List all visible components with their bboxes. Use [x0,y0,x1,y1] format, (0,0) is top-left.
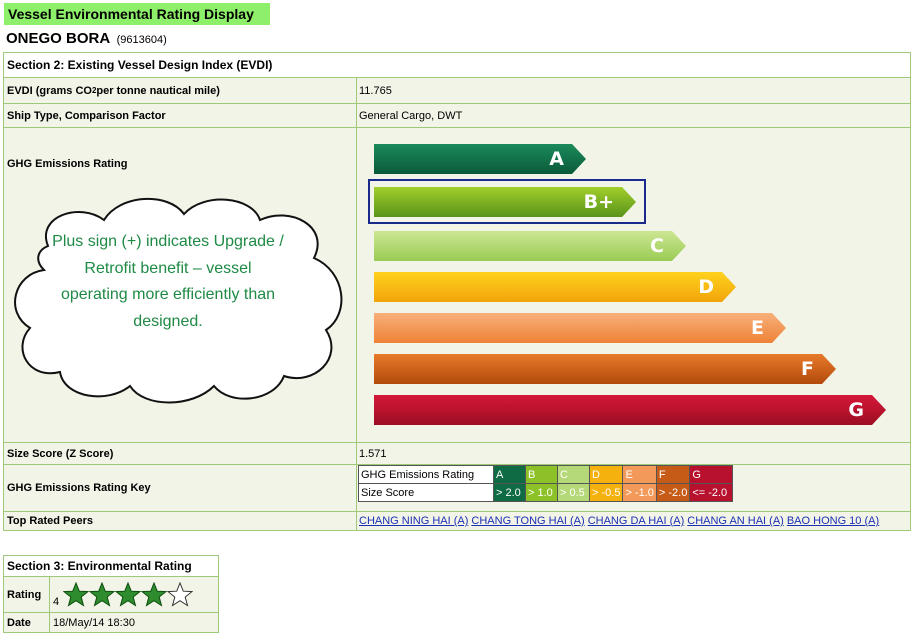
rating-label: Rating [7,588,42,601]
rating-bar-g-label: G [848,399,864,421]
key-score-e: > -1.0 [622,483,657,502]
key-label: GHG Emissions Rating Key [7,482,151,494]
rating-value: 4 [53,596,60,608]
key-row2-label: Size Score [358,483,494,502]
star-icon [63,581,90,607]
rating-bar-f-label: F [801,358,814,380]
rating-bar-d: D [374,272,736,302]
key-score-row: Size Score > 2.0 > 1.0 > 0.5 > -0.5 > -1… [358,483,734,502]
peers-label: Top Rated Peers [7,515,93,527]
section2-header-row: Section 2: Existing Vessel Design Index … [4,53,910,77]
vessel-imo: (9613604) [116,34,167,46]
evdi-label: EVDI (grams CO 2 per tonne nautical mile) [4,78,356,103]
selected-rating-highlight [368,179,646,224]
rating-bar-g: G [374,395,886,425]
page-title: Vessel Environmental Rating Display [4,3,270,25]
vessel-name: ONEGO BORA [6,30,111,47]
peer-link-4[interactable]: CHANG AN HAI (A) [687,515,784,527]
rating-bar-c-label: C [650,235,664,257]
evdi-label-text-2: per tonne nautical mile) [96,84,220,97]
key-cell [356,465,910,511]
key-grade-b: B [525,465,558,484]
vessel-heading: ONEGO BORA (9613604) [6,29,167,49]
key-score-b: > 1.0 [525,483,558,502]
key-score-g: <= -2.0 [689,483,734,502]
cloud-callout-shape [14,197,343,404]
key-row1-label: GHG Emissions Rating [358,465,494,484]
callout-text: Plus sign (+) indicates Upgrade / Retrof… [52,233,284,330]
peer-link-5[interactable]: BAO HONG 10 (A) [786,515,880,527]
star-icon [88,581,116,607]
ship-type-label: Ship Type, Comparison Factor [7,109,166,122]
section3-header-row: Section 3: Environmental Rating [4,556,218,576]
ship-type-value: General Cargo, DWT [356,104,910,127]
key-grade-row: GHG Emissions Rating A B C D E F G [358,465,734,484]
ship-type-row: Ship Type, Comparison Factor General Car… [4,103,910,127]
evdi-label-text: EVDI (grams CO [7,84,92,97]
key-grade-f: F [655,465,691,484]
evdi-row: EVDI (grams CO 2 per tonne nautical mile)… [4,77,910,103]
rating-row: Rating 4 [4,576,218,612]
ghg-label: GHG Emissions Rating [7,158,128,170]
evdi-label-sub: 2 [91,86,97,95]
rating-bar-a: A [374,144,586,174]
key-grade-d: D [588,465,624,484]
date-value: 18/May/14 18:30 [49,613,218,632]
key-grade-c: C [557,465,590,484]
section3-title: Section 3: Environmental Rating [7,559,192,573]
key-score-d: > -0.5 [588,483,624,502]
peer-link-3[interactable]: CHANG DA HAI (A) [587,515,685,527]
key-grade-g: G [689,465,734,484]
section3-table: Section 3: Environmental Rating Rating 4… [3,555,219,633]
key-grade-a: A [493,465,526,484]
date-label: Date [7,616,31,629]
key-grade-e: E [622,465,657,484]
star-icon [140,581,168,607]
star-outline-icon [166,581,194,607]
section2-title: Section 2: Existing Vessel Design Index … [7,58,273,72]
peer-link-2[interactable]: CHANG TONG HAI (A) [471,515,585,527]
ghg-bars-cell [356,128,910,442]
rating-bar-bplus: B+ [374,187,636,217]
peers-cell: CHANG NING HAI (A) CHANG TONG HAI (A) CH… [356,512,910,530]
rating-bar-e-label: E [751,317,764,339]
rating-bar-a-label: A [549,148,564,170]
rating-value-cell: 4 [49,577,218,612]
evdi-value: 11.765 [356,78,910,103]
size-score-row: Size Score (Z Score) 1.571 [4,442,910,464]
key-score-a: > 2.0 [493,483,526,502]
size-score-value: 1.571 [356,443,910,464]
rating-bar-c: C [374,231,686,261]
rating-bar-e: E [374,313,786,343]
star-icon [114,581,142,607]
rating-bar-d-label: D [698,276,714,298]
peers-row: Top Rated Peers CHANG NING HAI (A) CHANG… [4,511,910,530]
key-score-f: > -2.0 [655,483,691,502]
peer-link-1[interactable]: CHANG NING HAI (A) [359,515,469,527]
rating-key-table: GHG Emissions Rating A B C D E F G Size … [358,465,734,502]
rating-bar-bplus-label: B+ [583,191,614,213]
size-score-label: Size Score (Z Score) [7,447,114,460]
date-row: Date 18/May/14 18:30 [4,612,218,632]
star-rating [63,581,194,607]
rating-bar-f: F [374,354,836,384]
key-score-c: > 0.5 [557,483,590,502]
